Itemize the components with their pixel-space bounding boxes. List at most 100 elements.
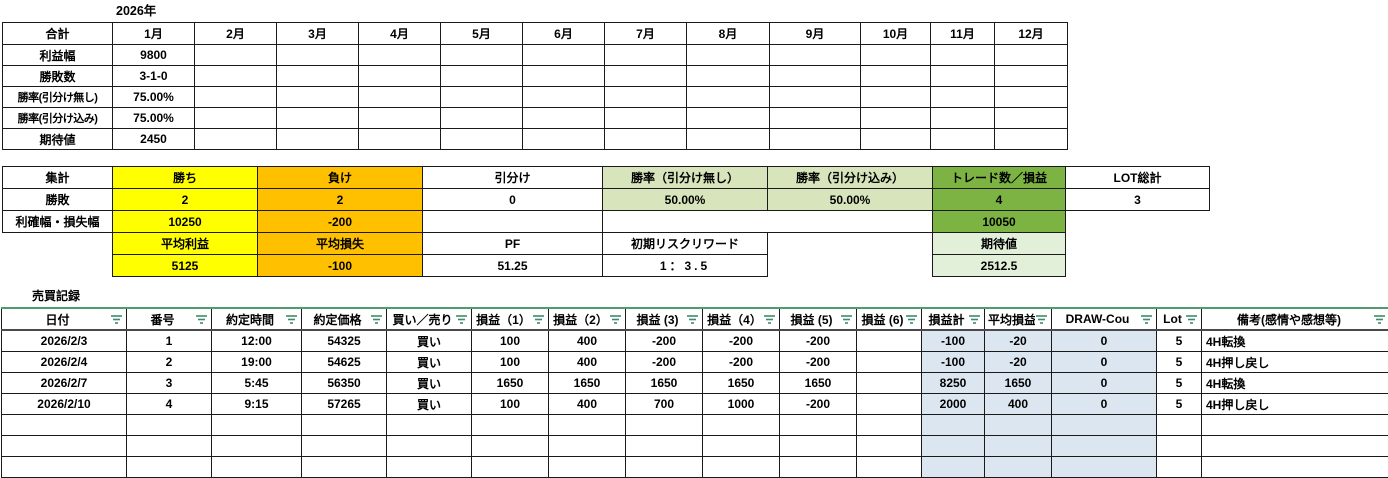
monthly-empty-cell[interactable] <box>441 87 523 108</box>
trade-cell-number[interactable]: 4 <box>127 394 212 415</box>
filter-icon[interactable] <box>455 313 468 325</box>
trade-cell-pl5[interactable]: -200 <box>780 352 857 373</box>
filter-icon[interactable] <box>763 313 776 325</box>
trade-empty-cell[interactable] <box>472 415 549 436</box>
monthly-empty-cell[interactable] <box>770 66 861 87</box>
trade-empty-cell[interactable] <box>626 415 703 436</box>
trade-empty-cell[interactable] <box>703 436 780 457</box>
trade-empty-cell[interactable] <box>857 415 922 436</box>
trade-empty-cell[interactable] <box>549 415 626 436</box>
monthly-empty-cell[interactable] <box>687 129 770 150</box>
trade-cell-side[interactable]: 買い <box>387 394 472 415</box>
filter-icon[interactable] <box>110 313 123 325</box>
monthly-empty-cell[interactable] <box>861 45 931 66</box>
monthly-empty-cell[interactable] <box>861 129 931 150</box>
trade-empty-cell[interactable] <box>985 436 1052 457</box>
trade-empty-cell[interactable] <box>1052 457 1157 478</box>
month-header-cell[interactable]: 3月 <box>277 23 359 45</box>
col-header-date[interactable]: 日付 <box>2 308 127 330</box>
trade-cell-price[interactable]: 56350 <box>302 373 387 394</box>
summary-rate-nodraw-value[interactable]: 50.00% <box>603 189 768 211</box>
trade-cell-drawdown[interactable]: 0 <box>1052 352 1157 373</box>
trade-cell-pl5[interactable]: 1650 <box>780 373 857 394</box>
trade-empty-cell[interactable] <box>387 415 472 436</box>
summary-empty-cell[interactable] <box>423 211 603 233</box>
trade-empty-cell[interactable] <box>387 457 472 478</box>
monthly-empty-cell[interactable] <box>995 129 1068 150</box>
trade-empty-cell[interactable] <box>985 457 1052 478</box>
monthly-empty-cell[interactable] <box>277 87 359 108</box>
trade-cell-pl6[interactable] <box>857 373 922 394</box>
monthly-empty-cell[interactable] <box>277 45 359 66</box>
monthly-empty-cell[interactable] <box>523 66 605 87</box>
trade-empty-cell[interactable] <box>703 415 780 436</box>
monthly-row-label[interactable]: 期待値 <box>3 129 113 150</box>
trade-empty-cell[interactable] <box>1052 436 1157 457</box>
monthly-jan-value[interactable]: 75.00% <box>113 87 195 108</box>
trade-cell-avg-pl[interactable]: -20 <box>985 330 1052 352</box>
summary-win-count[interactable]: 2 <box>113 189 258 211</box>
trade-empty-cell[interactable] <box>2 436 127 457</box>
summary-risk-reward-label[interactable]: 初期リスクリワード <box>603 233 768 255</box>
summary-total-pl[interactable]: 10050 <box>933 211 1066 233</box>
filter-icon[interactable] <box>1140 313 1153 325</box>
trade-empty-cell[interactable] <box>922 457 985 478</box>
trade-cell-lot[interactable]: 5 <box>1157 394 1202 415</box>
filter-icon[interactable] <box>905 313 918 325</box>
monthly-empty-cell[interactable] <box>931 108 995 129</box>
trade-empty-cell[interactable] <box>1202 415 1388 436</box>
monthly-empty-cell[interactable] <box>931 66 995 87</box>
monthly-jan-value[interactable]: 3-1-0 <box>113 66 195 87</box>
monthly-empty-cell[interactable] <box>931 45 995 66</box>
trade-cell-pl3[interactable]: -200 <box>626 352 703 373</box>
monthly-empty-cell[interactable] <box>523 87 605 108</box>
trade-empty-cell[interactable] <box>1202 436 1388 457</box>
month-header-cell[interactable]: 6月 <box>523 23 605 45</box>
monthly-empty-cell[interactable] <box>605 66 687 87</box>
trade-cell-pl1[interactable]: 100 <box>472 352 549 373</box>
monthly-empty-cell[interactable] <box>687 45 770 66</box>
monthly-empty-cell[interactable] <box>770 87 861 108</box>
month-header-cell[interactable]: 7月 <box>605 23 687 45</box>
trade-cell-time[interactable]: 19:00 <box>212 352 302 373</box>
trade-cell-pl-total[interactable]: 2000 <box>922 394 985 415</box>
monthly-empty-cell[interactable] <box>441 108 523 129</box>
trade-cell-time[interactable]: 12:00 <box>212 330 302 352</box>
trade-empty-cell[interactable] <box>549 436 626 457</box>
monthly-empty-cell[interactable] <box>687 108 770 129</box>
trade-empty-cell[interactable] <box>626 457 703 478</box>
summary-risk-reward-value[interactable]: 1：3.5 <box>603 255 768 277</box>
trade-cell-price[interactable]: 54325 <box>302 330 387 352</box>
col-header-note[interactable]: 備考(感情や感想等) <box>1202 308 1388 330</box>
trade-empty-cell[interactable] <box>302 415 387 436</box>
trade-cell-drawdown[interactable]: 0 <box>1052 394 1157 415</box>
monthly-empty-cell[interactable] <box>195 108 277 129</box>
summary-range-label[interactable]: 利確幅・損失幅 <box>3 211 113 233</box>
trade-empty-cell[interactable] <box>922 436 985 457</box>
monthly-empty-cell[interactable] <box>441 66 523 87</box>
col-header-drawdown-count[interactable]: DRAW-Cou <box>1052 308 1157 330</box>
trade-cell-note[interactable]: 4H押し戻し <box>1202 394 1388 415</box>
monthly-row-label[interactable]: 勝率(引分け無し) <box>3 87 113 108</box>
filter-icon[interactable] <box>1185 313 1198 325</box>
month-header-cell[interactable]: 12月 <box>995 23 1068 45</box>
trade-cell-pl1[interactable]: 100 <box>472 394 549 415</box>
monthly-empty-cell[interactable] <box>770 45 861 66</box>
trade-cell-pl4[interactable]: 1650 <box>703 373 780 394</box>
monthly-empty-cell[interactable] <box>523 45 605 66</box>
col-header-pl3[interactable]: 損益 (3) <box>626 308 703 330</box>
trade-empty-cell[interactable] <box>922 415 985 436</box>
monthly-empty-cell[interactable] <box>523 108 605 129</box>
summary-lot-header[interactable]: LOT総計 <box>1066 167 1210 189</box>
trade-cell-side[interactable]: 買い <box>387 330 472 352</box>
trade-empty-cell[interactable] <box>127 415 212 436</box>
col-header-side[interactable]: 買い／売り <box>387 308 472 330</box>
trade-empty-cell[interactable] <box>212 415 302 436</box>
summary-pf-value[interactable]: 51.25 <box>423 255 603 277</box>
trade-cell-pl5[interactable]: -200 <box>780 394 857 415</box>
trade-empty-cell[interactable] <box>703 457 780 478</box>
trade-cell-side[interactable]: 買い <box>387 373 472 394</box>
summary-avg-loss-label[interactable]: 平均損失 <box>258 233 423 255</box>
month-header-cell[interactable]: 11月 <box>931 23 995 45</box>
col-header-avg-pl[interactable]: 平均損益 <box>985 308 1052 330</box>
